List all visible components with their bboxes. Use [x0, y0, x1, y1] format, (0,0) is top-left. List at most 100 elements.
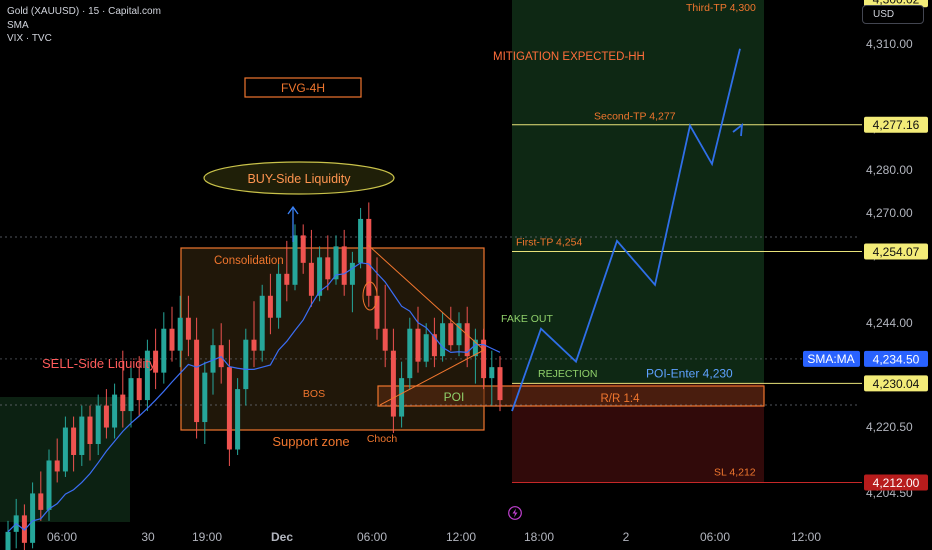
candle-body — [21, 515, 27, 543]
candle — [423, 323, 429, 368]
x-tick-label: 12:00 — [791, 530, 821, 544]
candle-body — [112, 394, 118, 428]
sma-tag-label: SMA:MA — [807, 352, 854, 366]
candle-body — [71, 427, 77, 455]
x-tick-label: 30 — [141, 530, 155, 544]
price-badge-label: 4,212.00 — [873, 476, 920, 490]
x-tick-label: 12:00 — [446, 530, 476, 544]
candle-body — [374, 295, 380, 329]
candle — [95, 394, 101, 455]
poi-label: POI — [444, 390, 465, 404]
poi-enter-label: POI-Enter 4,230 — [646, 366, 733, 380]
candle — [71, 416, 77, 472]
candle — [54, 438, 60, 483]
candle — [169, 306, 175, 362]
price-badge: 4,230.04 — [864, 375, 928, 392]
candle — [431, 317, 437, 368]
candle-body — [202, 372, 208, 423]
sma-price-badge: SMA:MA 4,234.50 — [803, 350, 928, 367]
candle — [161, 312, 167, 384]
price-badge-bg — [864, 474, 928, 491]
candle — [341, 229, 347, 296]
candle — [440, 312, 446, 362]
x-tick-label: 18:00 — [524, 530, 554, 544]
candle — [185, 295, 191, 357]
price-badge-bg — [864, 116, 928, 133]
candle-body — [153, 350, 159, 373]
candle-body — [30, 493, 36, 543]
candle — [38, 471, 44, 521]
candle-body — [226, 367, 232, 450]
bolt-icon[interactable] — [508, 506, 522, 520]
choch-label: Choch — [367, 433, 398, 445]
candle-body — [349, 262, 355, 285]
candle — [202, 361, 208, 445]
candle-body — [358, 218, 364, 263]
path-arrowhead — [732, 123, 744, 137]
candle-body — [185, 317, 191, 340]
price-badge-label: 4,254.07 — [873, 245, 920, 259]
candle — [21, 504, 27, 550]
indicator-sma[interactable]: SMA — [7, 20, 29, 31]
candle-body — [267, 295, 273, 318]
wedge-lines — [367, 244, 485, 406]
price-badge-label: 4,277.16 — [873, 118, 920, 132]
price-badge: 4,212.00 — [864, 474, 928, 491]
candle-body — [481, 339, 487, 379]
candle-body — [251, 339, 257, 351]
candle — [349, 251, 355, 313]
candle — [259, 284, 265, 362]
candle-body — [284, 273, 290, 285]
price-badge-label: 4,230.04 — [873, 377, 920, 391]
candle — [308, 229, 314, 307]
price-badge-bg — [864, 350, 928, 367]
mitigation-label: MITIGATION EXPECTED-HH — [493, 51, 645, 63]
candle — [497, 356, 503, 412]
candle-body — [456, 323, 462, 346]
sma-tag-bg — [803, 350, 860, 367]
candle-body — [46, 460, 52, 510]
rr-label: R/R 1:4 — [601, 393, 641, 405]
candle-body — [407, 328, 413, 379]
candle-body — [128, 378, 134, 412]
rejection-label: REJECTION — [538, 368, 598, 380]
candle — [177, 295, 183, 368]
consolidation-label: Consolidation — [214, 255, 284, 267]
currency-button[interactable]: USD — [862, 5, 924, 24]
candle-body — [177, 317, 183, 351]
candle-body — [194, 339, 200, 423]
candle — [292, 224, 298, 291]
indicator-vix[interactable]: VIX · TVC — [7, 33, 52, 44]
chart-grid — [0, 236, 860, 406]
x-tick-label: 06:00 — [700, 530, 730, 544]
price-badge: 4,277.16 — [864, 116, 928, 133]
candle — [120, 350, 126, 428]
candle — [144, 339, 150, 412]
candle — [415, 306, 421, 373]
candle — [251, 301, 257, 368]
price-badge-label: 4,300.02 — [873, 0, 920, 7]
candle — [235, 378, 241, 455]
candle-body — [464, 323, 470, 357]
candle-body — [415, 328, 421, 362]
candle-body — [54, 460, 60, 472]
candles — [5, 202, 503, 550]
symbol-title[interactable]: Gold (XAUUSD) · 15 · Capital.com — [7, 6, 161, 17]
candle — [399, 361, 405, 428]
annotations: Third-TP 4,300 Second-TP 4,277 First-TP 4,… — [42, 2, 862, 483]
candle-body — [292, 235, 298, 285]
candle-body — [325, 257, 331, 280]
buy-side-arrowhead — [287, 205, 299, 215]
price-badge: 4,254.07 — [864, 243, 928, 260]
candle-body — [243, 339, 249, 390]
candle — [300, 224, 306, 274]
candle — [276, 262, 282, 329]
candle-body — [87, 416, 93, 445]
y-tick-label: 4,310.00 — [866, 37, 913, 51]
candle-body — [382, 328, 388, 351]
candle-body — [276, 273, 282, 318]
x-tick-label: 2 — [623, 530, 630, 544]
price-badge-bg — [864, 243, 928, 260]
profit-zone — [512, 0, 764, 384]
